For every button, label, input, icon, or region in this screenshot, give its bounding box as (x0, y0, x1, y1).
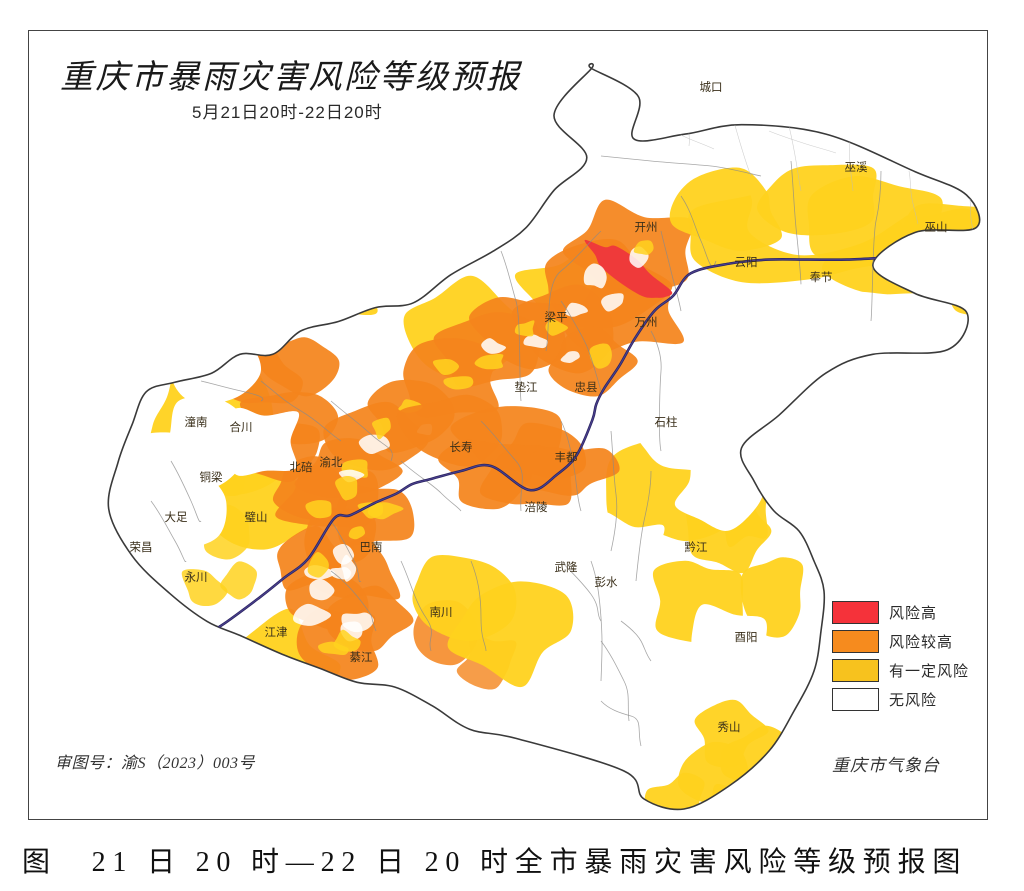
svg-text:巫溪: 巫溪 (845, 161, 868, 174)
svg-text:忠县: 忠县 (575, 381, 598, 394)
svg-text:黔江: 黔江 (685, 540, 708, 554)
svg-text:永川: 永川 (185, 570, 208, 584)
svg-text:荣昌: 荣昌 (130, 541, 153, 554)
svg-text:丰都: 丰都 (555, 451, 578, 464)
svg-text:垫江: 垫江 (515, 380, 538, 394)
svg-text:梁平: 梁平 (545, 310, 568, 324)
svg-text:巴南: 巴南 (360, 540, 383, 554)
svg-text:武隆: 武隆 (555, 560, 578, 574)
svg-text:巫山: 巫山 (925, 221, 948, 234)
svg-text:云阳: 云阳 (735, 256, 758, 269)
svg-text:秀山: 秀山 (718, 721, 741, 734)
svg-text:石柱: 石柱 (655, 415, 678, 429)
svg-text:万州: 万州 (635, 316, 658, 329)
svg-text:江津: 江津 (265, 626, 288, 639)
svg-text:涪陵: 涪陵 (525, 500, 548, 514)
svg-text:璧山: 璧山 (245, 510, 268, 524)
svg-text:合川: 合川 (230, 420, 253, 434)
svg-text:渝北: 渝北 (320, 455, 343, 469)
svg-text:酉阳: 酉阳 (735, 631, 758, 644)
svg-text:奉节: 奉节 (810, 270, 833, 284)
svg-text:南川: 南川 (430, 605, 453, 619)
svg-text:潼南: 潼南 (185, 415, 208, 429)
svg-text:铜梁: 铜梁 (200, 470, 223, 484)
svg-text:大足: 大足 (165, 510, 188, 524)
svg-text:长寿: 长寿 (450, 440, 473, 454)
svg-text:城口: 城口 (700, 81, 723, 94)
svg-text:綦江: 綦江 (350, 651, 373, 664)
svg-text:开州: 开州 (635, 221, 658, 234)
svg-text:北碚: 北碚 (290, 460, 313, 474)
svg-text:彭水: 彭水 (595, 575, 618, 589)
